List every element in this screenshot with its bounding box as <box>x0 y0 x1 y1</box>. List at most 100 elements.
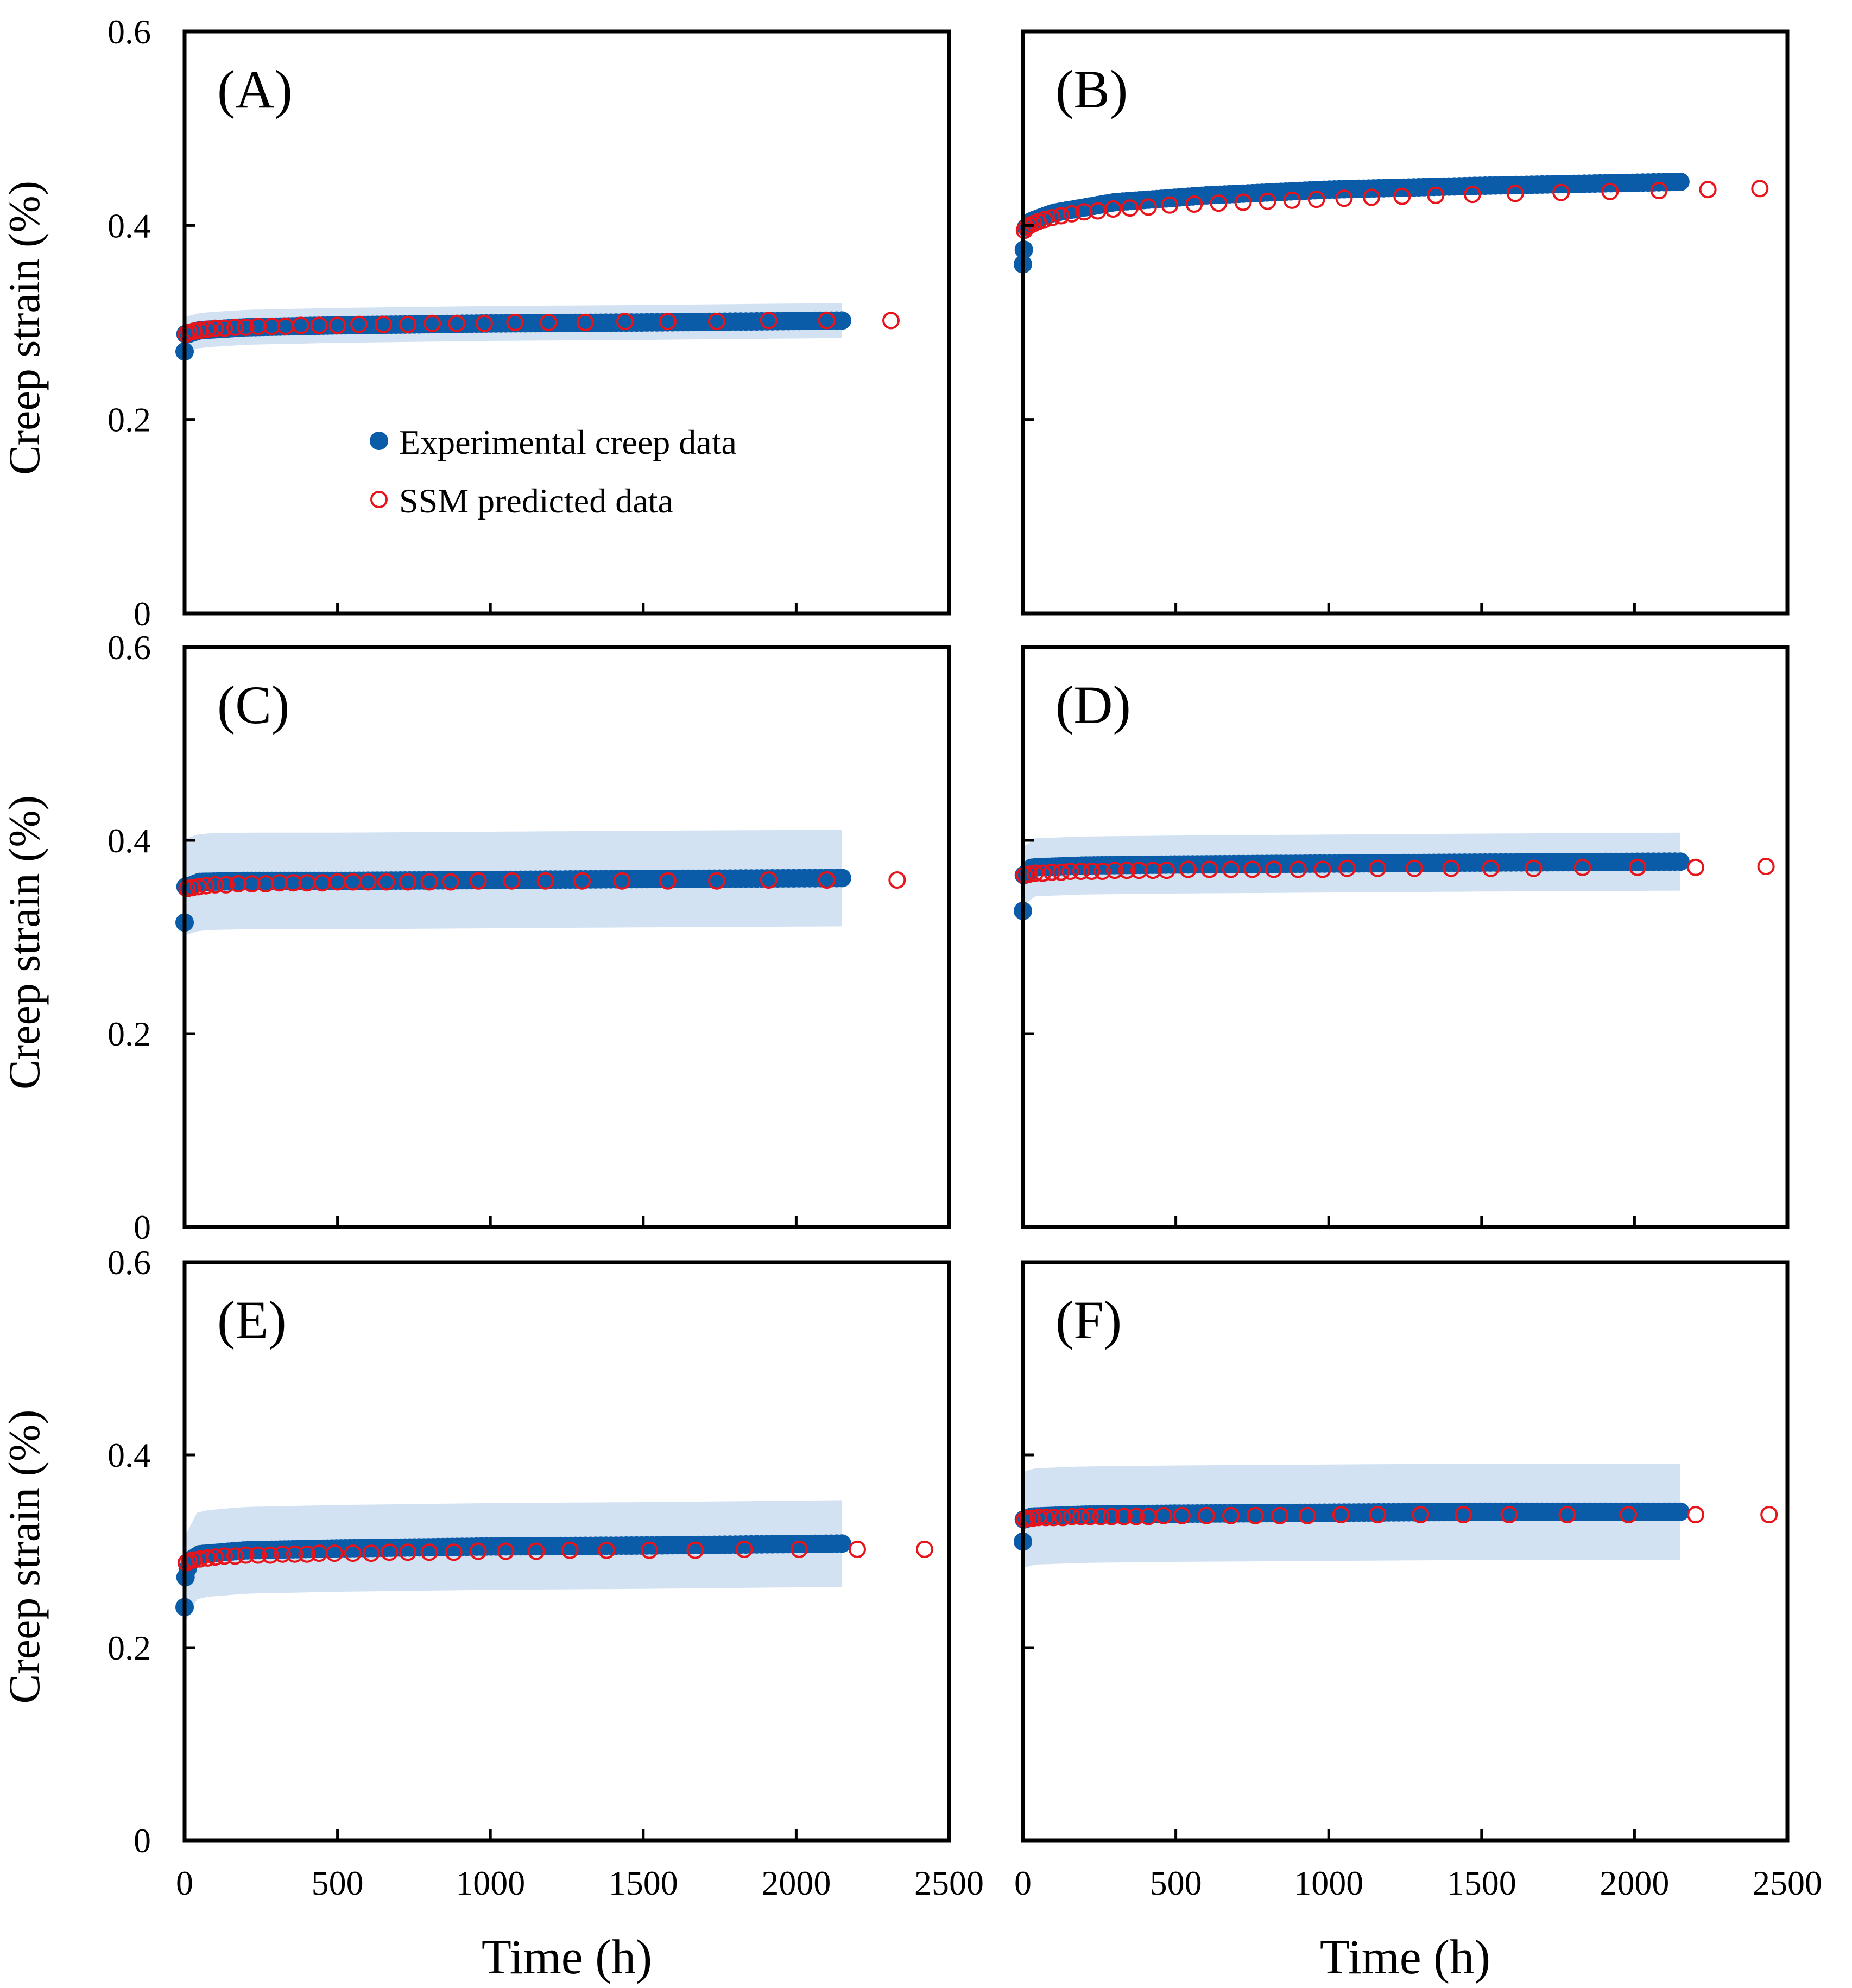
predicted-point <box>1243 860 1261 878</box>
predicted-point <box>760 312 778 330</box>
predicted-point <box>888 871 906 889</box>
predicted-point <box>1369 859 1387 877</box>
x-axis-title: Time (h) <box>482 1930 652 1984</box>
predicted-point <box>1332 1506 1350 1524</box>
panel-e: 0 0.2 0.4 0.6 0 500 1000 1500 2000 2500 (E) Creep s… <box>0 1243 984 1984</box>
predicted-point <box>540 314 558 331</box>
predicted-point <box>1158 862 1175 879</box>
experimental-point <box>1671 1502 1690 1521</box>
experimental-point <box>1671 172 1690 191</box>
y-tick-label: 0.2 <box>108 401 151 439</box>
y-axis-title: Creep strain (%) <box>0 795 49 1090</box>
predicted-point <box>445 1543 463 1561</box>
x-tick-label: 1500 <box>1447 1864 1516 1902</box>
predicted-point <box>274 1545 292 1563</box>
predicted-point <box>1075 203 1093 221</box>
predicted-point <box>286 1545 304 1563</box>
x-tick-label: 1500 <box>609 1864 678 1902</box>
predicted-point <box>1072 863 1090 880</box>
predicted-point <box>686 1541 704 1559</box>
predicted-point <box>359 873 377 891</box>
predicted-point <box>399 315 417 333</box>
plot-frame <box>1021 1260 1790 1843</box>
predicted-point <box>1463 186 1481 204</box>
predicted-point <box>561 1541 579 1559</box>
predicted-point <box>469 872 487 890</box>
predicted-point <box>216 319 233 337</box>
predicted-point <box>735 1540 753 1558</box>
experimental-point <box>832 311 851 330</box>
predicted-point <box>424 314 441 332</box>
y-tick-label: 0.2 <box>108 1629 151 1667</box>
predicted-point <box>1155 1506 1173 1524</box>
predicted-point <box>1271 1506 1289 1524</box>
predicted-point <box>1026 864 1044 882</box>
y-tick-label: 0.6 <box>108 12 151 51</box>
predicted-point <box>1687 1506 1704 1524</box>
predicted-point <box>882 312 900 330</box>
predicted-point <box>1043 209 1061 226</box>
predicted-point <box>915 1540 933 1558</box>
x-tick-label: 500 <box>1150 1864 1202 1902</box>
predicted-point <box>1106 862 1123 879</box>
predicted-point <box>197 877 215 895</box>
y-tick-label: 0.6 <box>108 1243 151 1282</box>
predicted-point <box>1037 1509 1055 1527</box>
panel-label: (A) <box>217 59 293 119</box>
y-tick-label: 0.4 <box>108 206 151 245</box>
predicted-point <box>217 876 235 894</box>
x-tick-label: 1000 <box>456 1864 525 1902</box>
predicted-point <box>1427 186 1445 204</box>
predicted-point <box>1234 193 1252 211</box>
predicted-point <box>442 873 459 891</box>
predicted-point <box>1179 860 1197 878</box>
legend-experimental-label: Experimental creep data <box>399 423 737 461</box>
predicted-point <box>448 314 466 332</box>
x-axis-title: Time (h) <box>1320 1930 1490 1984</box>
predicted-point <box>1412 1506 1430 1524</box>
predicted-point <box>1751 180 1769 198</box>
predicted-point <box>659 872 677 890</box>
predicted-point <box>399 1543 417 1561</box>
predicted-point <box>344 1544 362 1562</box>
predicted-point <box>1222 860 1240 878</box>
predicted-point <box>226 318 244 336</box>
plot-frame <box>1021 29 1790 616</box>
predicted-point <box>1104 200 1122 218</box>
predicted-point <box>1289 860 1307 878</box>
panel-label: (D) <box>1055 675 1131 735</box>
predicted-point <box>791 1540 808 1558</box>
predicted-point <box>1083 863 1101 880</box>
predicted-point <box>1259 192 1276 210</box>
predicted-point <box>1127 1508 1145 1525</box>
predicted-point <box>1185 195 1203 213</box>
predicted-point <box>1629 858 1646 876</box>
plot-frame <box>182 29 951 616</box>
predicted-point <box>1558 1506 1576 1524</box>
y-tick-label: 0 <box>134 1821 151 1860</box>
predicted-point <box>1552 183 1570 201</box>
plot-frame <box>1021 645 1790 1229</box>
predicted-point <box>818 871 836 889</box>
predicted-point <box>1482 859 1500 877</box>
predicted-point <box>469 1542 487 1560</box>
predicted-point <box>1063 205 1081 223</box>
predicted-point <box>818 312 836 330</box>
predicted-point <box>292 316 309 334</box>
predicted-point <box>1052 863 1070 881</box>
predicted-point <box>1161 196 1179 214</box>
predicted-point <box>1103 1508 1121 1525</box>
predicted-point <box>1335 189 1353 207</box>
predicted-point <box>1130 862 1148 879</box>
experimental-point <box>1671 852 1690 871</box>
predicted-point <box>1283 191 1301 209</box>
predicted-point <box>506 314 524 331</box>
predicted-point <box>199 320 217 338</box>
predicted-point <box>1072 1508 1090 1525</box>
predicted-point <box>503 872 521 890</box>
y-tick-label: 0 <box>134 1208 151 1246</box>
predicted-point <box>362 1544 380 1562</box>
plot-frame <box>182 1260 951 1843</box>
legend-predicted-label: SSM predicted data <box>399 482 673 520</box>
predicted-point <box>189 878 207 896</box>
